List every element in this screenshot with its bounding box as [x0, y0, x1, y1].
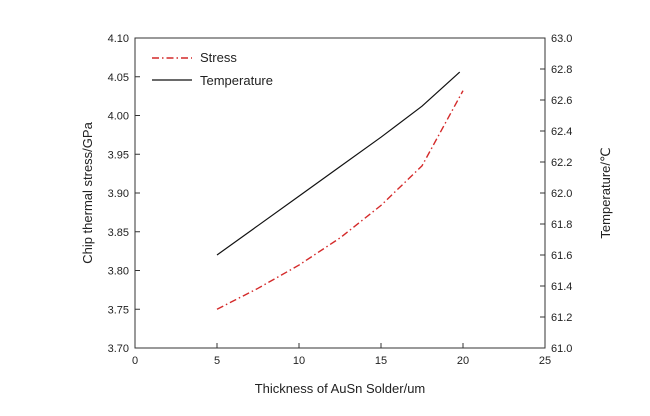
legend-stress-label: Stress — [200, 50, 237, 65]
y-right-tick-label: 62.0 — [551, 188, 572, 200]
x-tick-label: 20 — [457, 355, 469, 367]
x-tick-label: 0 — [132, 355, 138, 367]
series-line-stress — [216, 90, 464, 310]
y-left-tick-label: 4.00 — [108, 111, 129, 123]
y-left-tick-label: 3.70 — [108, 343, 129, 355]
y-left-tick-label: 3.75 — [108, 304, 129, 316]
plot-frame — [134, 37, 546, 349]
x-tick-label: 5 — [214, 355, 220, 367]
y-right-tick-label: 61.2 — [551, 312, 572, 324]
x-tick-label: 25 — [539, 355, 551, 367]
x-tick-label: 15 — [375, 355, 387, 367]
legend-temperature-label: Temperature — [200, 73, 273, 88]
x-axis-title: Thickness of AuSn Solder/um — [255, 381, 426, 396]
y-left-tick-label: 4.10 — [108, 33, 129, 45]
series-line-temperature — [216, 71, 461, 256]
y-right-tick-label: 61.0 — [551, 343, 572, 355]
y-right-tick-label: 62.8 — [551, 64, 572, 76]
y-right-tick-label: 62.2 — [551, 157, 572, 169]
y-left-tick-label: 3.90 — [108, 188, 129, 200]
y-left-tick-label: 3.85 — [108, 227, 129, 239]
y-axis-right-title: Temperature/℃ — [598, 147, 613, 238]
y-right-tick-label: 62.6 — [551, 95, 572, 107]
y-left-tick-label: 3.95 — [108, 149, 129, 161]
x-tick-label: 10 — [293, 355, 305, 367]
y-axis-left-title: Chip thermal stress/GPa — [80, 121, 95, 263]
y-right-tick-label: 61.8 — [551, 219, 572, 231]
y-right-tick-label: 61.6 — [551, 250, 572, 262]
series-layer — [216, 71, 464, 310]
legend: Stress Temperature — [152, 50, 273, 88]
y-left-tick-label: 3.80 — [108, 266, 129, 278]
y-right-tick-label: 61.4 — [551, 281, 572, 293]
ticks-layer: 0 5 10 15 20 25 3.70 3.75 3.80 3.85 3.90 3.95 4.00 4.… — [108, 33, 573, 367]
y-left-tick-label: 4.05 — [108, 72, 129, 84]
y-right-tick-label: 62.4 — [551, 126, 572, 138]
y-right-tick-label: 63.0 — [551, 33, 572, 45]
